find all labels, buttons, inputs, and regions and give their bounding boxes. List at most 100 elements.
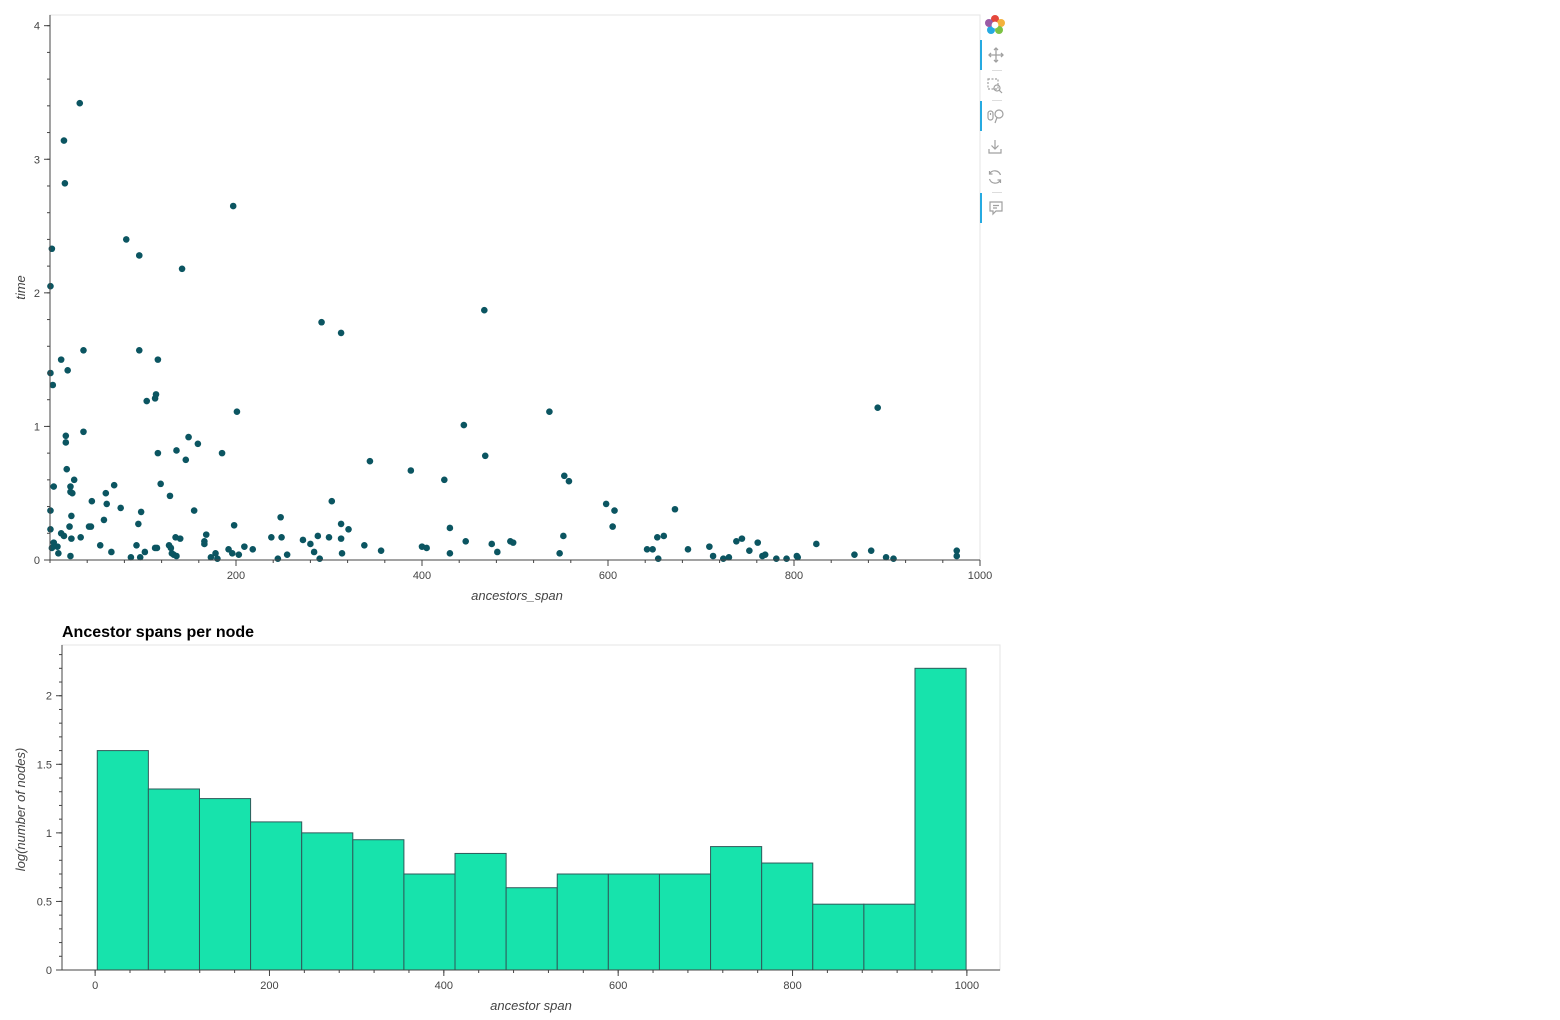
scatter-point[interactable] <box>423 544 430 552</box>
scatter-point[interactable] <box>136 554 144 561</box>
scatter-point[interactable] <box>337 520 345 528</box>
scatter-point[interactable] <box>337 535 345 542</box>
scatter-point[interactable] <box>178 265 186 273</box>
scatter-point[interactable] <box>653 533 661 541</box>
scatter-point[interactable] <box>117 504 124 512</box>
scatter-point[interactable] <box>556 550 563 557</box>
scatter-point[interactable] <box>103 500 111 508</box>
scatter-point[interactable] <box>611 507 618 514</box>
scatter-point[interactable] <box>277 513 284 521</box>
scatter-point[interactable] <box>684 546 692 553</box>
scatter-point[interactable] <box>201 540 208 548</box>
histogram-bar[interactable] <box>96 750 149 971</box>
scatter-point[interactable] <box>76 99 84 107</box>
scatter-point[interactable] <box>218 449 226 457</box>
scatter-point[interactable] <box>63 465 71 473</box>
scatter-point[interactable] <box>310 548 318 556</box>
scatter-point[interactable] <box>182 456 190 464</box>
scatter-point[interactable] <box>61 180 69 187</box>
scatter-point[interactable] <box>173 552 180 560</box>
scatter-point[interactable] <box>337 329 345 337</box>
scatter-point[interactable] <box>660 532 668 540</box>
scatter-point[interactable] <box>953 552 961 560</box>
scatter-point[interactable] <box>151 395 159 402</box>
scatter-point[interactable] <box>546 408 553 416</box>
scatter-point[interactable] <box>135 252 143 259</box>
scatter-point[interactable] <box>194 440 202 448</box>
wheel-zoom-icon[interactable] <box>980 101 1010 131</box>
scatter-point[interactable] <box>794 554 802 561</box>
scatter-point[interactable] <box>560 532 567 540</box>
scatter-point[interactable] <box>230 521 238 529</box>
scatter-point[interactable] <box>67 552 74 560</box>
scatter-point[interactable] <box>813 540 820 548</box>
histogram-bar[interactable] <box>505 887 558 971</box>
scatter-point[interactable] <box>133 542 140 549</box>
scatter-point[interactable] <box>202 531 210 538</box>
scatter-point[interactable] <box>494 548 501 556</box>
save-icon[interactable] <box>980 132 1010 162</box>
scatter-point[interactable] <box>96 542 104 549</box>
scatter-point[interactable] <box>235 551 243 558</box>
scatter-point[interactable] <box>100 516 108 524</box>
histogram-bar[interactable] <box>454 852 507 971</box>
scatter-point[interactable] <box>68 535 75 542</box>
scatter-point[interactable] <box>64 367 71 374</box>
hover-icon[interactable] <box>980 193 1010 223</box>
scatter-point[interactable] <box>462 537 470 545</box>
scatter-point[interactable] <box>241 543 248 550</box>
scatter-point[interactable] <box>127 554 135 561</box>
scatter-point[interactable] <box>325 533 333 541</box>
scatter-point[interactable] <box>299 536 307 544</box>
scatter-point[interactable] <box>154 356 162 363</box>
scatter-point[interactable] <box>366 457 374 465</box>
scatter-point[interactable] <box>318 318 325 326</box>
scatter-point[interactable] <box>953 547 961 554</box>
scatter-point[interactable] <box>720 555 727 562</box>
box-zoom-icon[interactable] <box>980 71 1010 101</box>
histogram-bar[interactable] <box>863 903 916 971</box>
scatter-point[interactable] <box>361 542 368 549</box>
scatter-point[interactable] <box>157 480 164 488</box>
histogram-bar[interactable] <box>147 788 200 971</box>
scatter-point[interactable] <box>706 543 713 550</box>
scatter-point[interactable] <box>654 555 662 562</box>
bokeh-logo-icon[interactable] <box>980 10 1010 40</box>
scatter-point[interactable] <box>307 540 314 548</box>
scatter-point[interactable] <box>649 546 656 553</box>
scatter-point[interactable] <box>671 505 679 513</box>
scatter-point[interactable] <box>773 555 780 562</box>
scatter-point[interactable] <box>66 523 73 530</box>
histogram-plot[interactable]: Ancestor spans per node 0 200 400 600 800 100… <box>13 624 1001 1013</box>
scatter-point[interactable] <box>643 546 651 553</box>
scatter-point[interactable] <box>314 532 322 540</box>
scatter-point[interactable] <box>57 356 65 363</box>
scatter-point[interactable] <box>110 481 118 489</box>
histogram-bar[interactable] <box>658 873 712 971</box>
scatter-point[interactable] <box>460 421 468 429</box>
scatter-point[interactable] <box>407 467 415 474</box>
scatter-point[interactable] <box>190 507 198 514</box>
scatter-point[interactable] <box>874 404 881 412</box>
scatter-point[interactable] <box>68 512 75 520</box>
scatter-point[interactable] <box>228 550 236 557</box>
scatter-point[interactable] <box>709 552 717 560</box>
scatter-point[interactable] <box>80 346 87 354</box>
scatter-point[interactable] <box>867 547 875 554</box>
scatter-point[interactable] <box>176 535 184 542</box>
scatter-point[interactable] <box>446 550 454 557</box>
histogram-bar[interactable] <box>403 873 456 971</box>
scatter-point[interactable] <box>88 497 96 505</box>
scatter-point[interactable] <box>60 137 68 144</box>
scatter-point[interactable] <box>283 551 291 558</box>
scatter-point[interactable] <box>102 489 110 497</box>
scatter-point[interactable] <box>207 554 215 561</box>
scatter-point[interactable] <box>185 433 192 441</box>
scatter-point[interactable] <box>602 500 610 508</box>
scatter-point[interactable] <box>62 432 70 440</box>
scatter-point[interactable] <box>377 547 385 554</box>
scatter-point[interactable] <box>85 523 93 530</box>
scatter-point[interactable] <box>446 524 454 532</box>
scatter-point[interactable] <box>233 408 241 416</box>
scatter-point[interactable] <box>214 555 221 562</box>
